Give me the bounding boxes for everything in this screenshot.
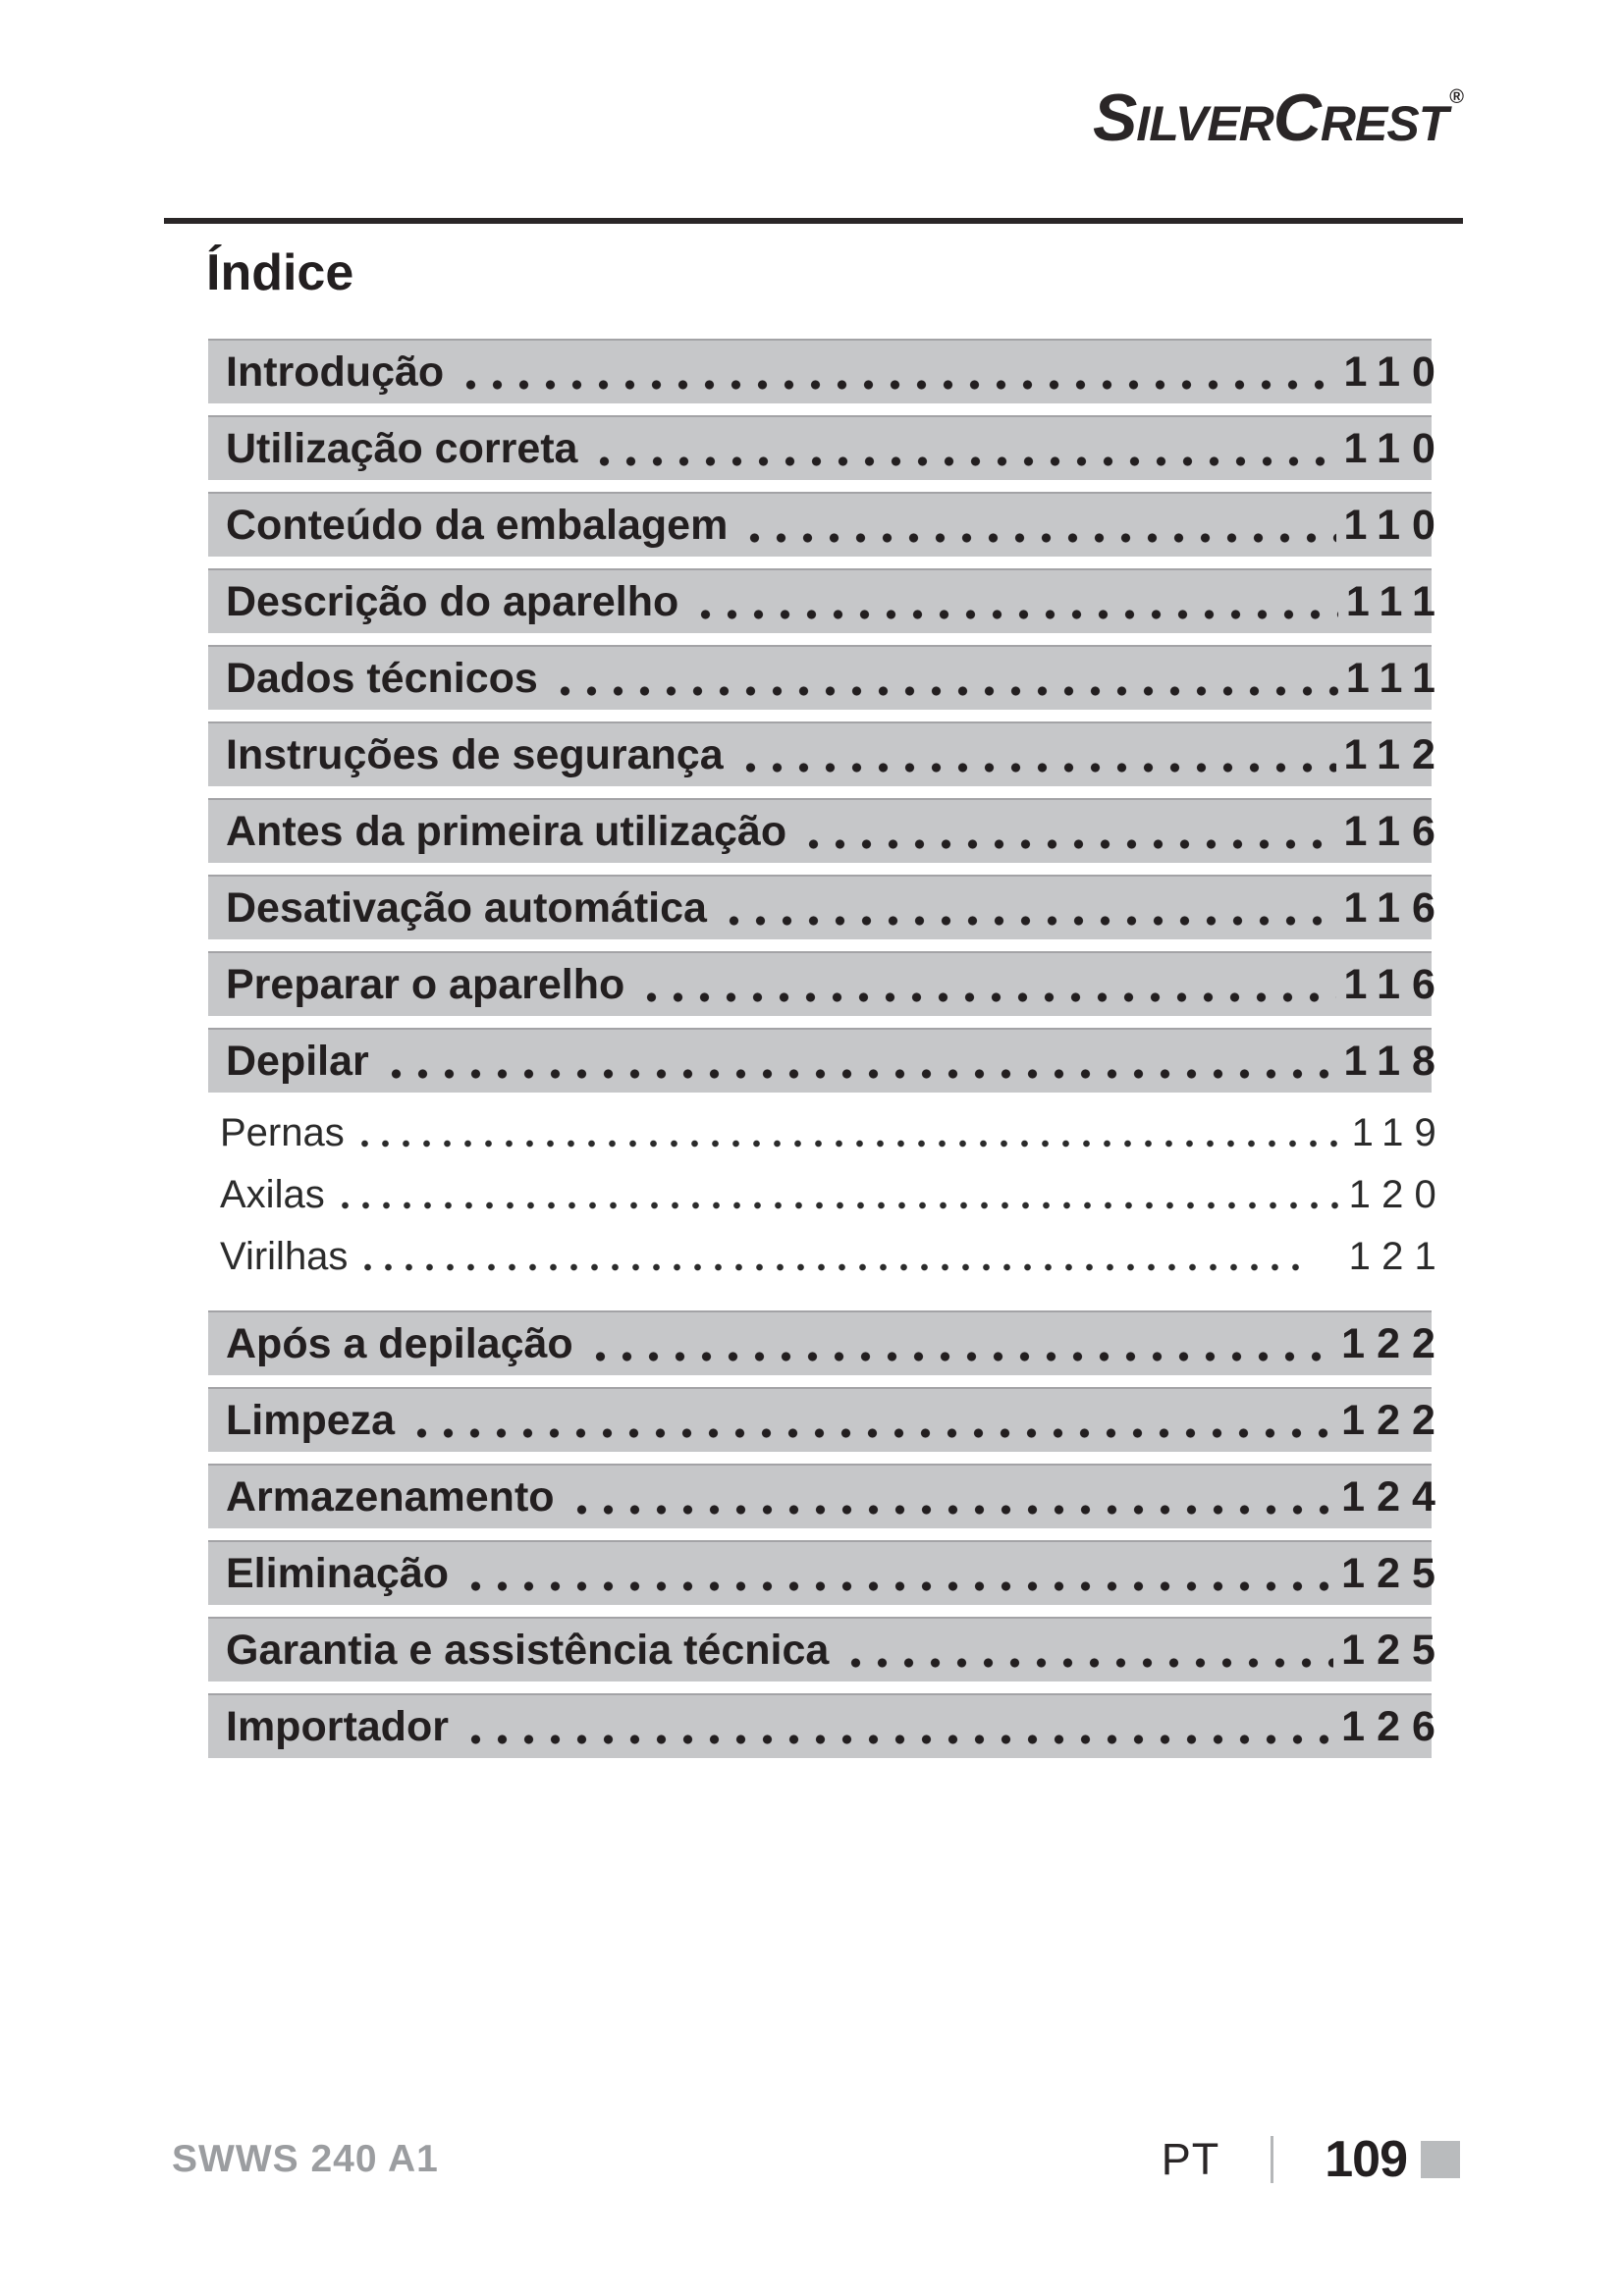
toc-row: Eliminação 125 — [208, 1540, 1435, 1605]
toc-entry-page: 124 — [1341, 1472, 1447, 1521]
table-of-contents: Introdução 110 Utilização correta 110 Co… — [208, 339, 1436, 1770]
toc-entry-label: Instruções de segurança — [226, 730, 724, 778]
footer-divider — [1271, 2136, 1274, 2183]
toc-entry-label: Após a depilação — [226, 1319, 573, 1367]
page-number: 109 — [1325, 2131, 1408, 2188]
toc-entry-page: 116 — [1343, 960, 1447, 1008]
toc-entry-label: Introdução — [226, 347, 445, 396]
toc-row: Instruções de segurança 112 — [208, 721, 1435, 786]
toc-entry-page: 122 — [1341, 1396, 1447, 1444]
dot-leader — [353, 1139, 1344, 1148]
footer-square-marker — [1421, 2141, 1460, 2178]
toc-entry-page: 110 — [1343, 501, 1447, 549]
toc-entry-label: Dados técnicos — [226, 654, 538, 702]
toc-entry-label: Axilas — [220, 1173, 325, 1216]
toc-row: Preparar o aparelho 116 — [208, 951, 1435, 1016]
toc-entry-page: 118 — [1343, 1037, 1447, 1085]
page-title: Índice — [206, 244, 354, 301]
dot-leader — [692, 609, 1338, 620]
toc-entry-page: 110 — [1343, 424, 1447, 472]
dot-leader — [551, 685, 1338, 697]
toc-entry-page: 126 — [1341, 1702, 1447, 1750]
toc-row: Desativação automática 116 — [208, 875, 1435, 939]
toc-entry-label: Virilhas — [220, 1235, 349, 1278]
logo-text-rest: REST — [1320, 96, 1448, 151]
toc-row: Dados técnicos 111 — [208, 645, 1435, 710]
toc-row: Limpeza 122 — [208, 1387, 1435, 1452]
toc-entry-page: 111 — [1345, 577, 1447, 625]
toc-entry-page: 110 — [1343, 347, 1447, 396]
toc-entry-page: 122 — [1341, 1319, 1447, 1367]
toc-row: Virilhas 121 — [208, 1228, 1436, 1285]
toc-entry-page: 116 — [1343, 807, 1447, 855]
dot-leader — [736, 762, 1336, 774]
header-rule — [164, 218, 1463, 224]
toc-entry-page: 119 — [1351, 1111, 1447, 1154]
toc-row: Garantia e assistência técnica 125 — [208, 1617, 1435, 1682]
toc-entry-label: Armazenamento — [226, 1472, 555, 1521]
dot-leader — [461, 1734, 1334, 1745]
toc-row: Introdução 110 — [208, 339, 1435, 403]
dot-leader — [842, 1657, 1334, 1669]
dot-leader — [462, 1580, 1334, 1592]
toc-row: Utilização correta 110 — [208, 415, 1435, 480]
toc-entry-page: 112 — [1343, 730, 1447, 778]
toc-entry-label: Utilização correta — [226, 424, 578, 472]
toc-entry-label: Antes da primeira utilização — [226, 807, 787, 855]
toc-row: Após a depilação 122 — [208, 1310, 1435, 1375]
toc-row: Descrição do aparelho 111 — [208, 568, 1435, 633]
logo-letter-s: S — [1092, 80, 1137, 155]
toc-entry-page: 125 — [1341, 1626, 1447, 1674]
toc-row: Depilar 118 — [208, 1028, 1435, 1093]
logo-letter-c: C — [1272, 80, 1322, 155]
footer-page-info: PT 109 — [1162, 2130, 1460, 2189]
dot-leader — [382, 1068, 1336, 1080]
dot-leader — [800, 838, 1336, 850]
toc-entry-label: Desativação automática — [226, 883, 707, 932]
logo-text-ilver: ILVER — [1136, 96, 1273, 151]
toc-entry-label: Depilar — [226, 1037, 369, 1085]
toc-entry-label: Preparar o aparelho — [226, 960, 625, 1008]
toc-row: Antes da primeira utilização 116 — [208, 798, 1435, 863]
toc-entry-page: 125 — [1341, 1549, 1447, 1597]
registered-trademark-icon: ® — [1449, 86, 1464, 108]
dot-leader — [334, 1201, 1341, 1210]
toc-entry-label: Limpeza — [226, 1396, 396, 1444]
toc-entry-label: Conteúdo da embalagem — [226, 501, 729, 549]
toc-entry-page: 116 — [1343, 883, 1447, 932]
dot-leader — [458, 379, 1336, 391]
silvercrest-logo: SILVERCREST ® — [1093, 84, 1464, 152]
language-code: PT — [1161, 2134, 1220, 2184]
toc-entry-label: Importador — [226, 1702, 449, 1750]
model-number: SWWS 240 A1 — [172, 2138, 439, 2180]
toc-row: Conteúdo da embalagem 110 — [208, 492, 1435, 557]
dot-leader — [408, 1427, 1334, 1439]
dot-leader — [638, 991, 1336, 1003]
toc-entry-label: Pernas — [220, 1111, 345, 1154]
toc-row: Armazenamento 124 — [208, 1464, 1435, 1528]
toc-row: Pernas 119 — [208, 1104, 1436, 1161]
dot-leader — [720, 915, 1336, 927]
dot-leader — [741, 532, 1336, 544]
toc-entry-page: 111 — [1345, 654, 1447, 702]
toc-entry-page: 120 — [1348, 1173, 1447, 1216]
toc-entry-label: Garantia e assistência técnica — [226, 1626, 830, 1674]
dot-leader — [357, 1262, 1308, 1272]
dot-leader — [568, 1504, 1334, 1516]
toc-row: Importador 126 — [208, 1693, 1435, 1758]
dot-leader — [586, 1351, 1334, 1362]
page-footer: SWWS 240 A1 PT 109 — [172, 2130, 1460, 2189]
toc-entry-label: Descrição do aparelho — [226, 577, 679, 625]
toc-row: Axilas 120 — [208, 1166, 1436, 1223]
toc-entry-page: 121 — [1348, 1235, 1447, 1278]
toc-entry-label: Eliminação — [226, 1549, 450, 1597]
dot-leader — [591, 455, 1336, 467]
